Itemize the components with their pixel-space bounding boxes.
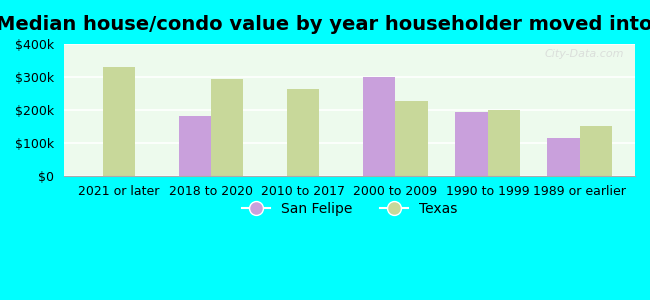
Bar bbox=[179, 116, 211, 176]
Legend: San Felipe, Texas: San Felipe, Texas bbox=[236, 196, 463, 221]
Bar bbox=[211, 79, 244, 176]
Bar bbox=[103, 67, 135, 176]
Bar bbox=[363, 77, 395, 176]
Bar bbox=[580, 125, 612, 176]
Bar bbox=[395, 100, 428, 176]
Text: City-Data.com: City-Data.com bbox=[544, 49, 623, 59]
Bar bbox=[547, 138, 580, 176]
Bar bbox=[456, 112, 488, 176]
Bar bbox=[488, 110, 520, 176]
Bar bbox=[287, 89, 320, 176]
Title: Median house/condo value by year householder moved into unit: Median house/condo value by year househo… bbox=[0, 15, 650, 34]
